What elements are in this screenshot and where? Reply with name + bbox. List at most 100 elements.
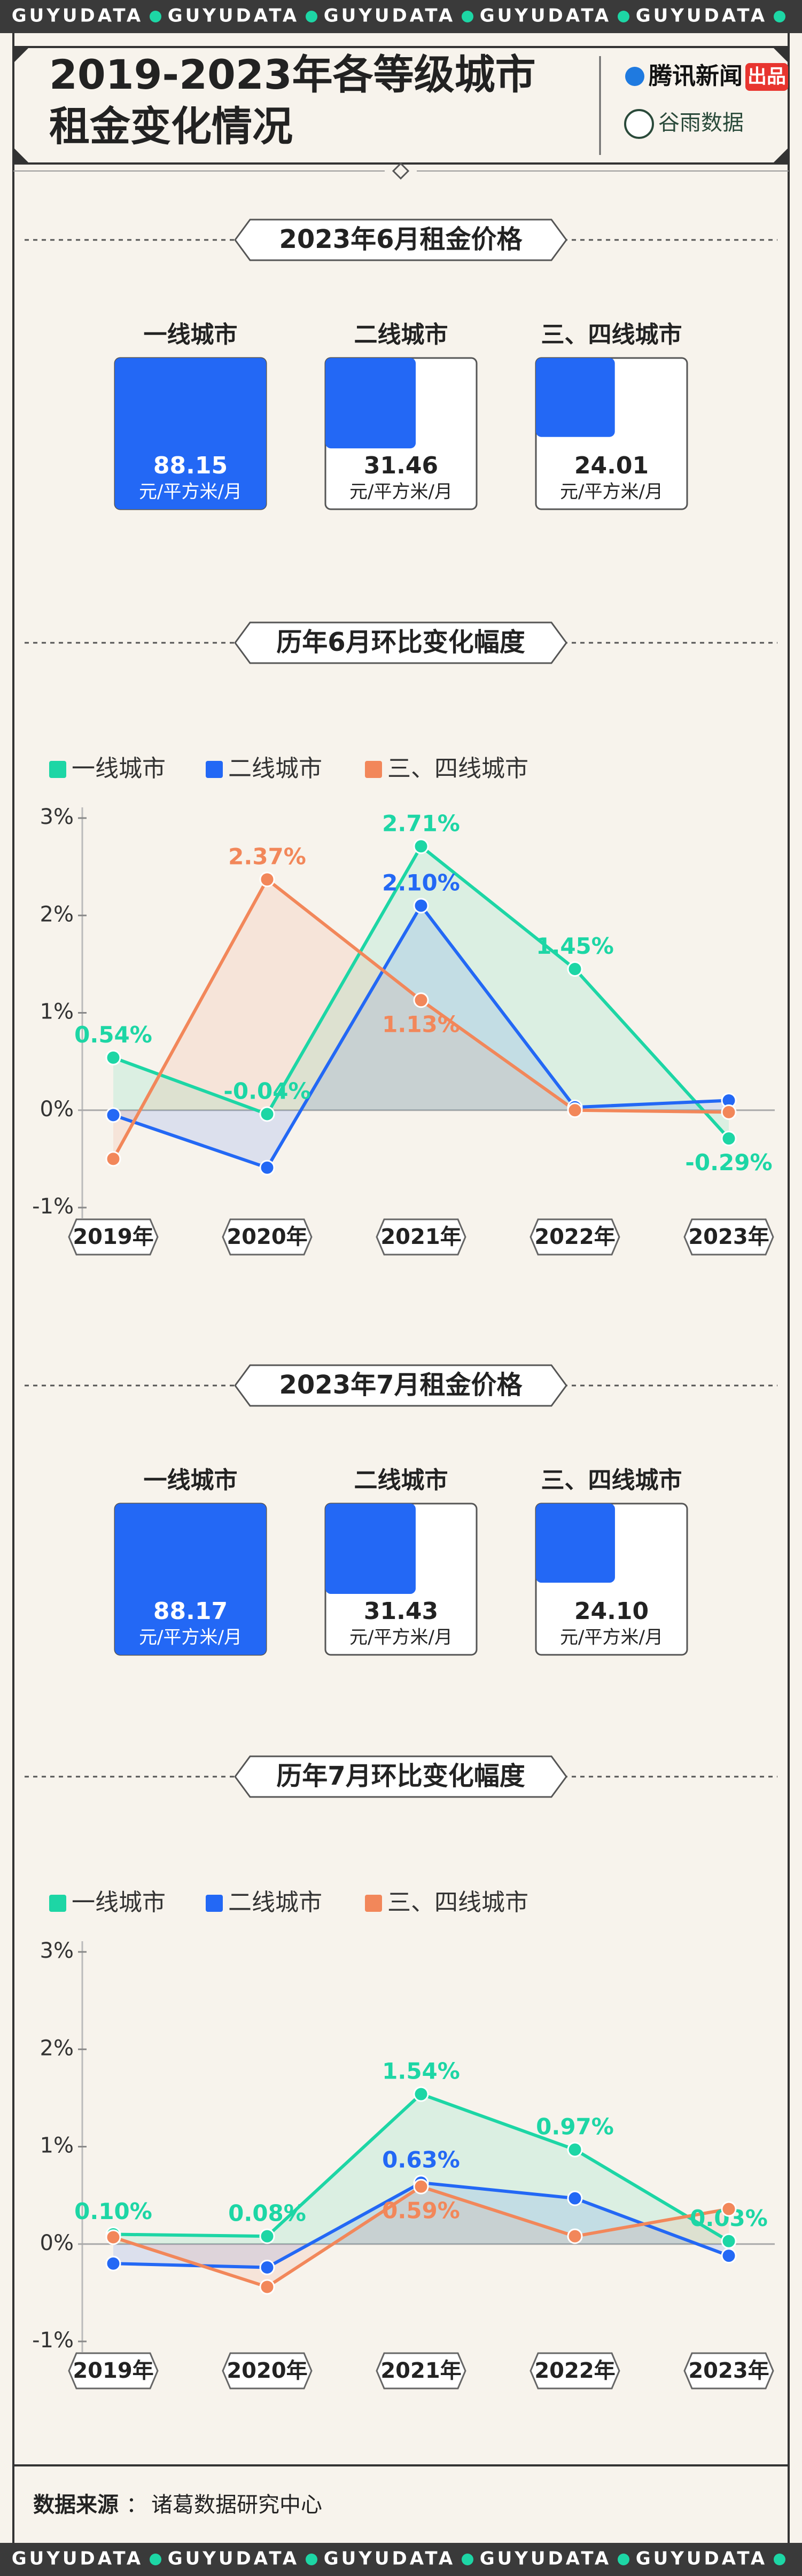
banner-text: GUYUDATA [636,5,768,27]
point [259,1106,275,1122]
point [105,1107,121,1123]
point [721,2248,737,2264]
value-label: 88.17 [153,1598,228,1625]
banner-text: GUYUDATA [480,2548,612,2570]
data-label: -0.04% [223,1078,310,1104]
legend-swatch [365,1895,382,1912]
point [259,871,275,888]
legend-swatch [206,761,223,778]
data-label: 2.71% [382,810,460,836]
unit-label: 元/平方米/月 [560,481,663,503]
banner-dot [462,11,473,22]
unit-label: 元/平方米/月 [349,481,453,503]
banner-text: GUYUDATA [12,5,144,27]
unit-label: 元/平方米/月 [139,481,242,503]
data-label: 2.37% [228,843,306,869]
data-label: 1.45% [536,933,614,959]
area [113,879,729,1159]
x-tick-label: 2020年 [227,2359,307,2383]
section-title: 历年6月环比变化幅度 [276,627,525,657]
logo-text: 谷雨数据 [658,111,744,135]
point [721,1131,737,1147]
x-tick-box [376,1218,466,1256]
category-label: 三、四线城市 [541,1467,682,1494]
square [325,1504,416,1594]
data-label: 2.10% [382,870,460,896]
point [105,2229,121,2245]
y-tick-label: 0% [40,2231,74,2255]
y-tick-label: 2% [40,2036,74,2060]
y-tick-label: 1% [40,1000,74,1024]
value-label: 31.46 [364,452,438,479]
logo-badge-text: 出品 [748,66,786,88]
value-label: 24.10 [574,1598,649,1625]
banner-dot [462,2554,473,2565]
point [567,961,583,977]
data-label: -0.29% [685,1149,772,1176]
point [105,1049,121,1065]
banner-text: GUYUDATA [168,2548,300,2570]
banner-text: GUYUDATA [324,5,456,27]
area [113,2094,729,2244]
x-tick-label: 2022年 [534,2359,615,2383]
source-text: 诸葛数据研究中心 [151,2493,322,2517]
bottom-banner [0,2543,802,2576]
legend-swatch [206,1895,223,1912]
value-label: 88.15 [153,452,228,479]
x-tick-box [376,2352,466,2390]
legend-swatch [49,1895,66,1912]
unit-label: 元/平方米/月 [560,1627,663,1648]
y-tick-label: -1% [32,1194,74,1219]
data-label: 0.54% [74,1022,152,1048]
point [413,898,429,914]
point [105,2255,121,2271]
banner-dot [618,11,629,22]
banner-dot [618,2554,629,2565]
y-tick-label: 2% [40,902,74,927]
category-label: 二线城市 [354,321,448,348]
square [536,1504,615,1583]
banner-dot [774,11,785,22]
logo-badge [745,63,788,91]
banner-dot [150,11,161,22]
legend-label: 三、四线城市 [387,755,528,782]
point [259,2279,275,2295]
section-title: 2023年7月租金价格 [279,1370,523,1400]
data-label: 0.97% [536,2113,614,2139]
x-tick-box [683,2352,774,2390]
x-tick-box [68,1218,159,1256]
x-tick-box [683,1218,774,1256]
legend-swatch [365,761,382,778]
point [721,2233,737,2249]
point [413,992,429,1008]
point [413,2178,429,2194]
y-tick-label: 3% [40,1939,74,1963]
data-label: 0.59% [382,2198,460,2224]
category-label: 一线城市 [144,1467,238,1494]
corner [773,47,789,63]
banner-text: GUYUDATA [12,2548,144,2570]
section-pill [234,1755,567,1798]
value-label: 31.43 [364,1598,438,1625]
section-pill [234,621,567,664]
diamond [392,162,410,180]
point [259,2259,275,2275]
y-tick-label: 0% [40,1097,74,1122]
category-label: 一线城市 [144,321,238,348]
top-banner [0,0,802,33]
logo-text: 腾讯新闻 [649,63,743,90]
point [567,2142,583,2158]
legend-label: 一线城市 [72,1889,166,1916]
banner-dot [774,2554,785,2565]
x-tick-label: 2019年 [73,2359,153,2383]
y-tick-label: -1% [32,2328,74,2353]
data-label: 1.54% [382,2058,460,2084]
corner [773,147,789,164]
y-tick-label: 3% [40,805,74,829]
banner-dot [306,2554,317,2565]
x-tick-label: 2021年 [380,2359,461,2383]
square [115,358,266,509]
point [259,2228,275,2244]
x-tick-label: 2023年 [688,1225,769,1249]
title-line: 租金变化情况 [49,103,293,150]
